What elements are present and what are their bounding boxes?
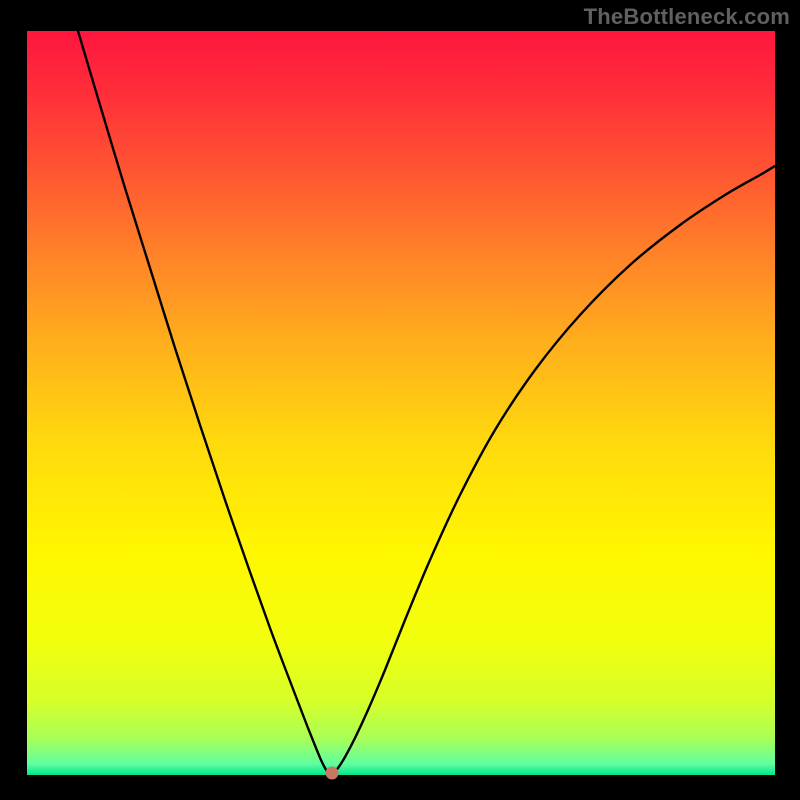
chart-frame: TheBottleneck.com [0, 0, 800, 800]
bottleneck-chart [0, 0, 800, 800]
bottleneck-marker [326, 767, 339, 780]
plot-background [27, 31, 775, 775]
attribution-text: TheBottleneck.com [584, 4, 790, 30]
